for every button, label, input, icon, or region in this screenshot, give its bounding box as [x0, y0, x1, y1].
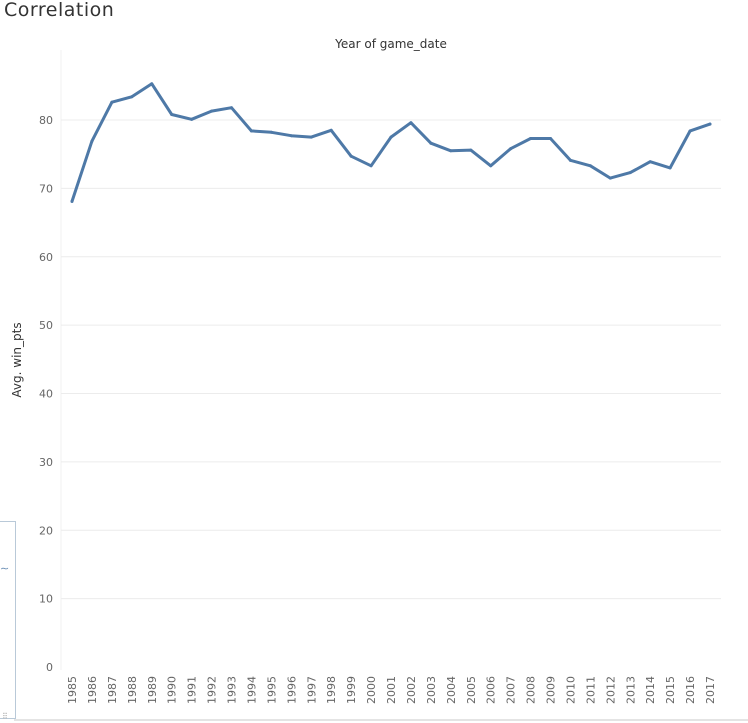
- x-tick-label: 2005: [465, 676, 478, 704]
- x-tick-label: 2006: [485, 676, 498, 704]
- data-point: [429, 141, 433, 145]
- data-point: [549, 136, 552, 140]
- x-tick-label: 2001: [385, 676, 398, 704]
- y-tick-label: 0: [46, 661, 53, 674]
- data-point: [509, 147, 513, 151]
- chart-title[interactable]: Year of game_date: [334, 37, 447, 51]
- x-axis-ticks: 1985 1986 1987 1988 1989 1990 1991 1992 1993 1994…: [66, 676, 717, 704]
- x-tick-label: 1990: [166, 676, 179, 704]
- y-axis-label[interactable]: Avg. win_pts: [10, 322, 24, 397]
- x-tick-label: 2008: [525, 676, 538, 704]
- data-point: [269, 130, 273, 134]
- y-tick-label: 50: [39, 319, 53, 332]
- data-point: [110, 100, 114, 104]
- x-tick-label: 1999: [345, 676, 358, 704]
- page-title: Correlation: [4, 0, 115, 21]
- y-tick-label: 80: [39, 114, 53, 127]
- data-point: [309, 135, 313, 139]
- data-point: [70, 199, 74, 203]
- x-tick-label: 1997: [305, 676, 318, 704]
- data-point: [588, 164, 592, 168]
- y-tick-label: 60: [39, 251, 53, 264]
- x-tick-label: 2003: [425, 676, 438, 704]
- x-tick-label: 2011: [584, 676, 597, 704]
- x-tick-label: 1998: [325, 676, 338, 704]
- data-point: [90, 139, 94, 143]
- data-point: [210, 109, 214, 113]
- y-tick-label: 40: [39, 388, 53, 401]
- x-tick-label: 1992: [206, 676, 219, 704]
- x-tick-label: 2009: [545, 676, 558, 704]
- x-tick-label: 1994: [245, 676, 258, 704]
- resize-grip-icon[interactable]: ⠿: [2, 712, 8, 721]
- x-tick-label: 1996: [285, 676, 298, 704]
- series-line: [70, 82, 712, 203]
- x-tick-label: 2007: [505, 676, 518, 704]
- x-tick-label: 2014: [644, 676, 657, 704]
- y-axis-ticks: 0 10 20 30 40 50 60 70 80: [39, 114, 53, 674]
- data-point: [289, 134, 293, 138]
- data-point: [190, 117, 194, 121]
- data-point: [150, 82, 154, 86]
- data-point: [668, 166, 672, 170]
- data-point: [369, 164, 373, 168]
- x-tick-label: 2004: [445, 676, 458, 704]
- data-point: [648, 160, 652, 164]
- data-point: [329, 128, 333, 132]
- data-point: [489, 164, 493, 168]
- x-tick-label: 1988: [126, 676, 139, 704]
- gridlines: [61, 119, 721, 600]
- x-tick-label: 1987: [106, 676, 119, 704]
- data-point: [529, 136, 533, 140]
- data-point: [130, 95, 134, 99]
- x-tick-label: 2017: [704, 676, 717, 704]
- x-tick-label: 1993: [226, 676, 239, 704]
- data-point: [708, 122, 712, 126]
- data-point: [608, 176, 612, 180]
- x-tick-label: 2002: [405, 676, 418, 704]
- x-tick-label: 2010: [564, 676, 577, 704]
- x-tick-label: 2000: [365, 676, 378, 704]
- data-point: [628, 171, 632, 175]
- x-tick-label: 1991: [186, 676, 199, 704]
- x-tick-label: 1995: [265, 676, 278, 704]
- y-tick-label: 20: [39, 524, 53, 537]
- data-point: [349, 154, 353, 158]
- y-tick-label: 30: [39, 456, 53, 469]
- x-tick-label: 2012: [604, 676, 617, 704]
- data-point: [688, 129, 692, 133]
- scrollbar-track[interactable]: [14, 719, 748, 721]
- data-point: [469, 148, 473, 152]
- x-tick-label: 1986: [86, 676, 99, 704]
- data-point: [230, 106, 233, 110]
- tilde-icon: ∼: [0, 562, 10, 575]
- y-tick-label: 70: [39, 182, 53, 195]
- x-tick-label: 1985: [66, 676, 79, 704]
- data-point: [249, 129, 253, 133]
- data-point: [170, 113, 174, 117]
- side-panel[interactable]: ∼: [0, 521, 16, 719]
- data-point: [389, 135, 393, 139]
- x-tick-label: 1989: [146, 676, 159, 704]
- series-layer: [70, 82, 712, 203]
- x-tick-label: 2013: [624, 676, 637, 704]
- data-point: [449, 149, 453, 153]
- x-tick-label: 2016: [684, 676, 697, 704]
- y-tick-label: 10: [39, 593, 53, 606]
- x-tick-label: 2015: [664, 676, 677, 704]
- data-point: [409, 121, 413, 125]
- data-point: [568, 158, 572, 162]
